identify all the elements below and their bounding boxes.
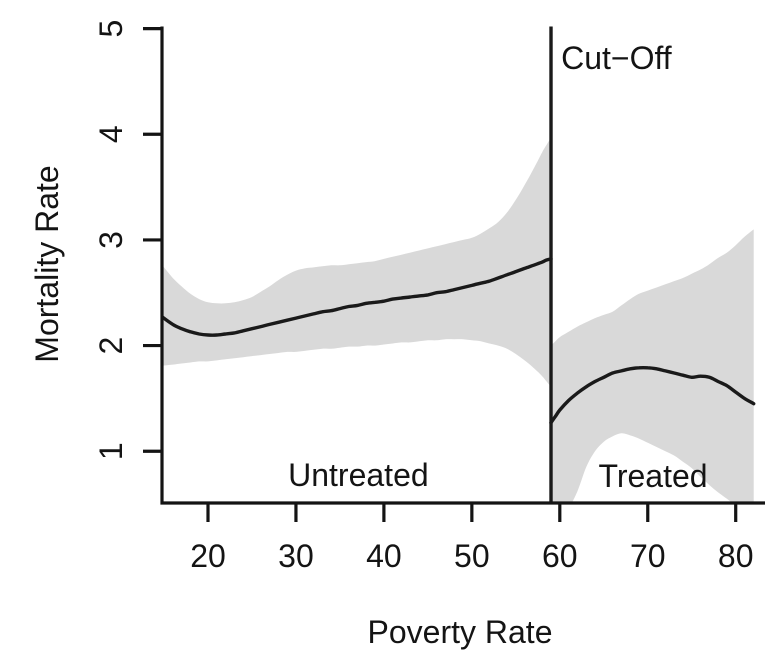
fit-line-treated	[549, 365, 756, 425]
y-axis-title: Mortality Rate	[29, 165, 65, 362]
chart-graphics: 20 30 40 50 60 70 80 1 2 3 4 5	[93, 20, 765, 574]
x-tick-label: 70	[630, 538, 666, 574]
cutoff-label: Cut−Off	[561, 40, 672, 76]
confidence-band-treated	[551, 229, 754, 503]
x-tick-label: 40	[366, 538, 402, 574]
region-label-treated: Treated	[598, 458, 707, 494]
x-tick-label: 60	[542, 538, 578, 574]
y-tick-label: 4	[93, 125, 129, 143]
fit-line-untreated	[162, 257, 553, 337]
region-label-untreated: Untreated	[288, 457, 429, 493]
y-tick-label: 2	[93, 337, 129, 355]
y-tick-label: 1	[93, 442, 129, 460]
x-tick-label: 80	[718, 538, 754, 574]
confidence-band-untreated	[162, 137, 552, 387]
y-tick-label: 3	[93, 231, 129, 249]
x-axis-title: Poverty Rate	[368, 614, 553, 650]
y-tick-label: 5	[93, 20, 129, 38]
x-tick-label: 20	[190, 538, 226, 574]
x-tick-label: 30	[278, 538, 314, 574]
axis-lines	[160, 26, 765, 505]
x-tick-label: 50	[454, 538, 490, 574]
